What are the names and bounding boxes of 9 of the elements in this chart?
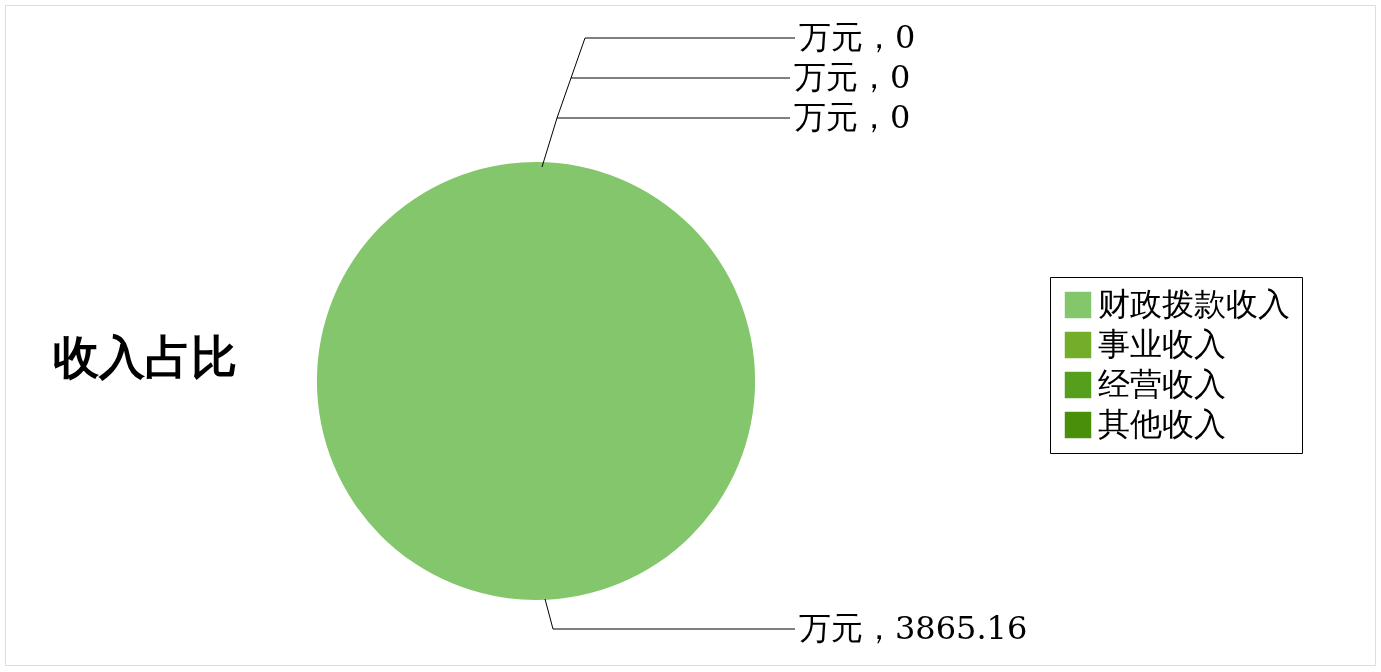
data-label: 万元，3865.16 <box>799 609 1028 647</box>
text: 万元，0 <box>794 58 911 96</box>
text: 收入占比 <box>53 330 237 384</box>
legend-label: 财政拨款收入 <box>1098 285 1290 323</box>
legend-label: 其他收入 <box>1098 405 1226 443</box>
legend-label: 经营收入 <box>1098 365 1226 403</box>
text: 万元，0 <box>799 18 916 56</box>
legend-label: 事业收入 <box>1098 325 1226 363</box>
text: 万元，0 <box>794 98 911 136</box>
